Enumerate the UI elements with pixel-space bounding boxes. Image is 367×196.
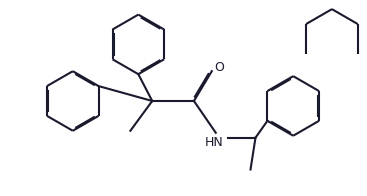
Text: O: O [214,61,224,74]
Text: HN: HN [204,136,223,149]
